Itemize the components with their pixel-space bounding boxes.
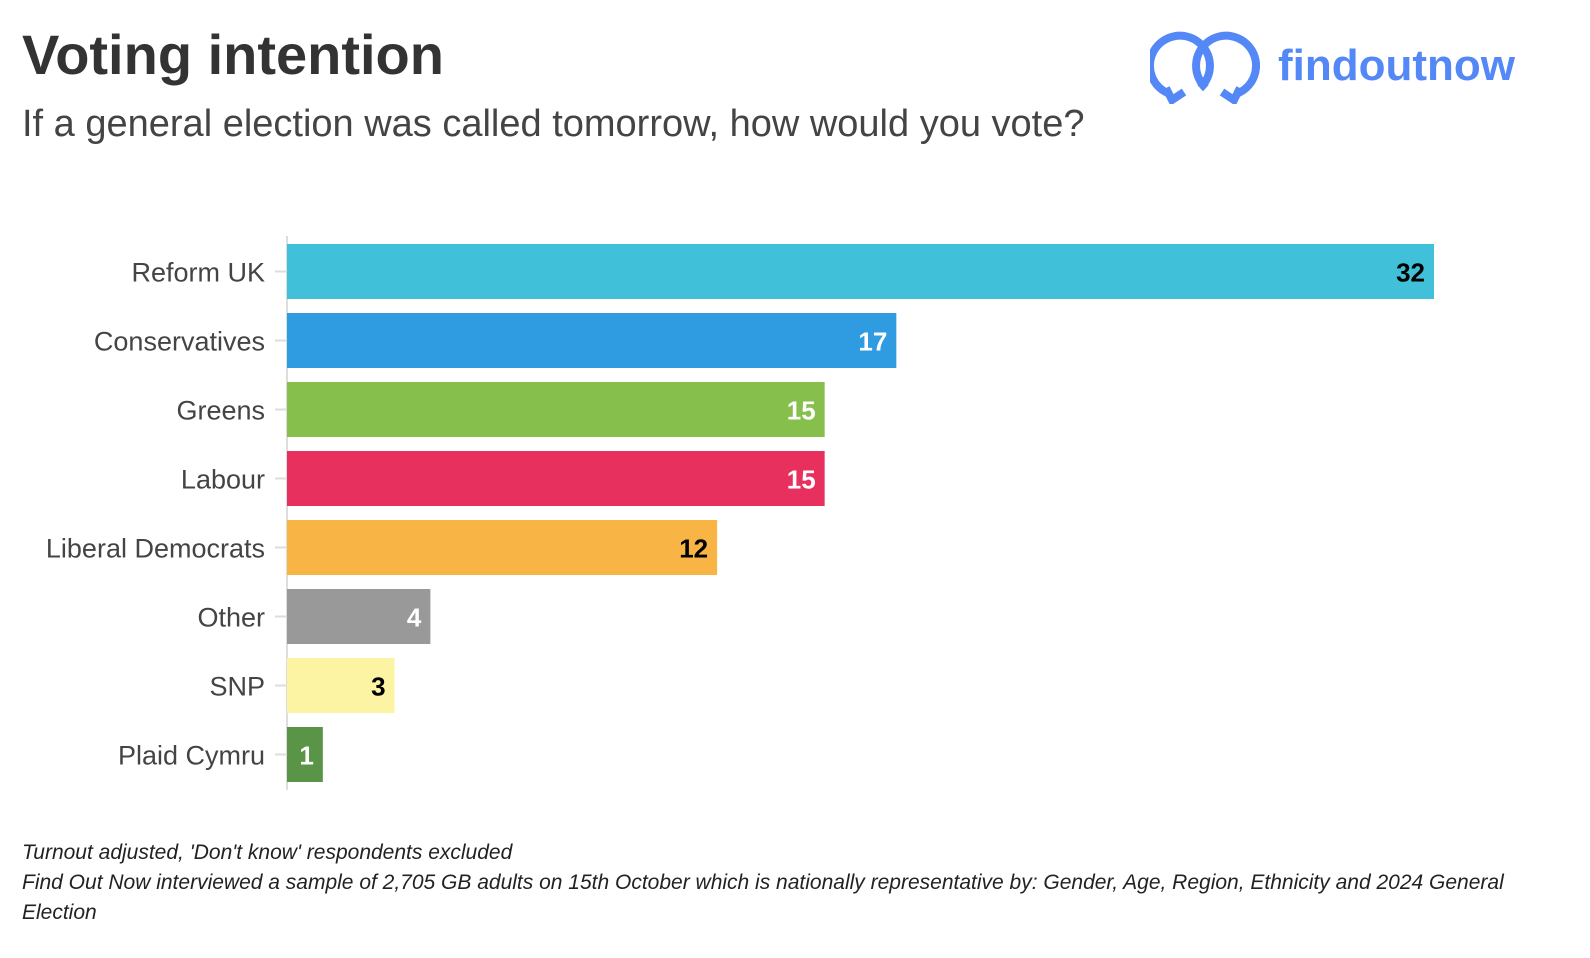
category-label: Liberal Democrats bbox=[46, 534, 265, 564]
bar-chart: Reform UK 32 Conservatives 17 Greens 15 Labour… bbox=[46, 236, 1434, 790]
logo-text: findoutnow bbox=[1278, 41, 1516, 90]
data-label: 12 bbox=[679, 534, 708, 564]
data-label: 3 bbox=[371, 672, 385, 702]
data-label: 17 bbox=[858, 327, 887, 357]
data-label: 4 bbox=[407, 603, 422, 633]
data-label: 15 bbox=[787, 396, 816, 426]
category-label: Other bbox=[197, 603, 265, 633]
data-label: 32 bbox=[1396, 258, 1425, 288]
bar bbox=[287, 244, 1434, 299]
chart-subtitle: If a general election was called tomorro… bbox=[22, 103, 1085, 145]
footnote-turnout: Turnout adjusted, 'Don't know' responden… bbox=[22, 841, 513, 864]
chart-title: Voting intention bbox=[22, 23, 444, 86]
bar bbox=[287, 589, 431, 644]
category-label: Reform UK bbox=[131, 258, 265, 288]
bar bbox=[287, 313, 897, 368]
category-label: Plaid Cymru bbox=[118, 741, 265, 771]
bar bbox=[287, 382, 825, 437]
footnotes: Turnout adjusted, 'Don't know' responden… bbox=[22, 838, 1562, 928]
category-label: Greens bbox=[176, 396, 265, 426]
findoutnow-logo: findoutnow bbox=[1150, 28, 1515, 104]
footnote-sample: Find Out Now interviewed a sample of 2,7… bbox=[22, 871, 1504, 924]
bar bbox=[287, 451, 825, 506]
linked-rings-icon bbox=[1150, 31, 1260, 104]
bar bbox=[287, 658, 395, 713]
data-label: 15 bbox=[787, 465, 816, 495]
bar bbox=[287, 727, 323, 782]
data-label: 1 bbox=[299, 741, 313, 771]
bar bbox=[287, 520, 718, 575]
category-label: SNP bbox=[209, 672, 265, 702]
category-label: Conservatives bbox=[94, 327, 265, 357]
category-label: Labour bbox=[181, 465, 265, 495]
